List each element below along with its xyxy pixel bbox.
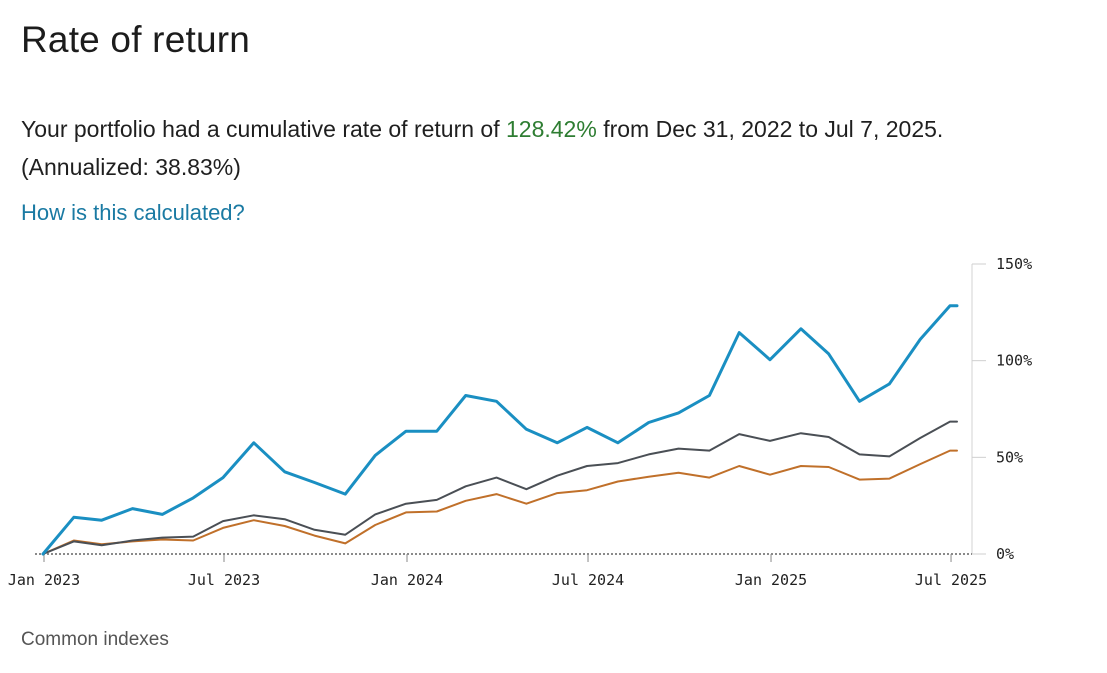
series-line-1 (41, 304, 959, 556)
y-tick-label: 150% (996, 255, 1032, 273)
common-indexes-label: Common indexes (21, 629, 169, 650)
rate-of-return-chart: 0% 50% 100% 150% Jan 2023 Jul 2023 Jan 2024 Jul… (8, 255, 1032, 589)
x-tick-label: Jan 2023 (8, 571, 80, 589)
chart-tick-labels: 0% 50% 100% 150% Jan 2023 Jul 2023 Jan 2024 Jul… (8, 255, 1032, 589)
x-tick-label: Jul 2023 (188, 571, 260, 589)
x-tick-label: Jul 2024 (552, 571, 624, 589)
x-tick-label: Jan 2024 (371, 571, 443, 589)
x-tick-label: Jan 2025 (735, 571, 807, 589)
annualized-rate: (Annualized: 38.83%) (21, 154, 241, 180)
summary-prefix: Your portfolio had a cumulative rate of … (21, 116, 506, 142)
series-line-3 (42, 449, 958, 555)
x-tick-label: Jul 2025 (915, 571, 987, 589)
y-tick-label: 0% (996, 545, 1014, 563)
y-tick-label: 50% (996, 448, 1023, 466)
cumulative-rate-value: 128.42% (506, 116, 597, 142)
summary-suffix: from Dec 31, 2022 to Jul 7, 2025. (596, 116, 944, 142)
chart-series-group (41, 304, 959, 556)
y-tick-label: 100% (996, 352, 1032, 370)
return-summary: Your portfolio had a cumulative rate of … (21, 110, 1101, 186)
series-line-2 (42, 420, 958, 555)
page-title: Rate of return (21, 19, 251, 60)
chart-axis-group (35, 263, 986, 562)
how-calculated-link[interactable]: How is this calculated? (21, 200, 245, 225)
